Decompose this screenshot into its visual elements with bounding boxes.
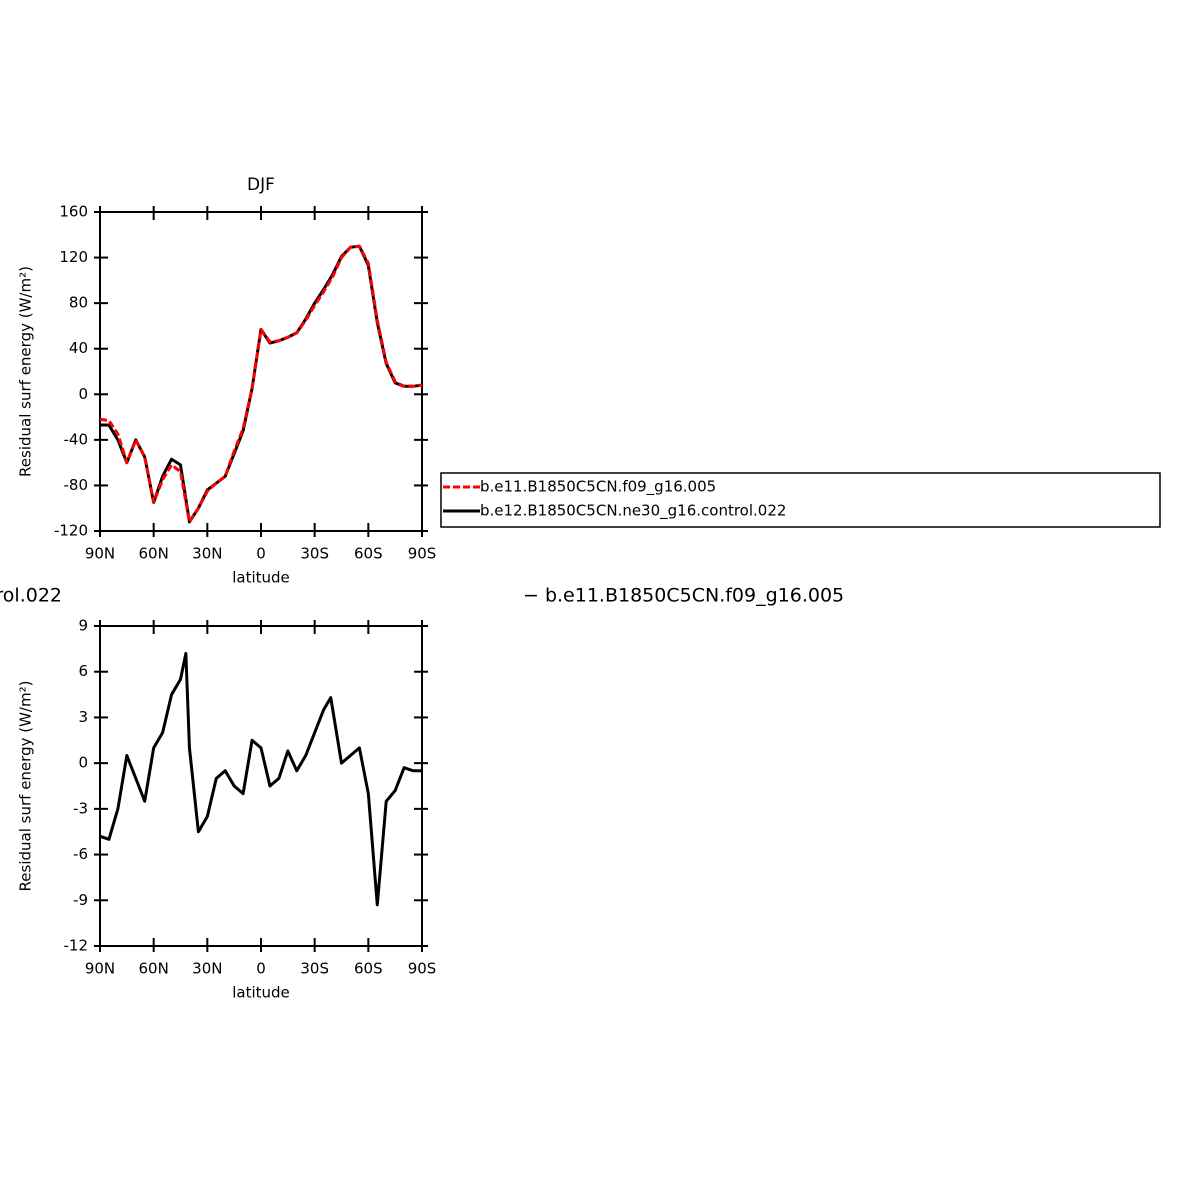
x-axis-label: latitude xyxy=(232,984,290,1002)
y-tick-label: 120 xyxy=(59,248,88,266)
x-tick-label: 90S xyxy=(408,960,437,978)
chart-title: DJF xyxy=(247,175,275,195)
series-line xyxy=(99,244,423,524)
y-tick-label: 0 xyxy=(78,754,88,772)
series-line xyxy=(99,651,422,907)
y-tick-label: -80 xyxy=(64,476,89,494)
x-tick-label: 0 xyxy=(256,545,266,563)
x-tick-label: 0 xyxy=(256,960,266,978)
y-tick-label: 6 xyxy=(78,662,88,680)
x-tick-label: 30S xyxy=(300,545,329,563)
y-tick-label: 3 xyxy=(78,708,88,726)
legend-label: b.e11.B1850C5CN.f09_g16.005 xyxy=(480,478,716,497)
y-tick-label: 80 xyxy=(69,294,88,312)
y-tick-label: -6 xyxy=(73,845,88,863)
chart-title: b.e12.B1850C5CN.ne30_g16.control.022 xyxy=(0,585,62,607)
y-tick-label: -12 xyxy=(64,937,89,955)
x-tick-label: 60N xyxy=(139,545,169,563)
x-tick-label: 60N xyxy=(139,960,169,978)
legend-label: b.e12.B1850C5CN.ne30_g16.control.022 xyxy=(480,502,786,521)
y-tick-label: -120 xyxy=(54,522,88,540)
legend-box xyxy=(440,472,1161,528)
chart-title-right: − b.e11.B1850C5CN.f09_g16.005 xyxy=(523,585,844,607)
x-tick-label: 30S xyxy=(300,960,329,978)
y-tick-label: 0 xyxy=(78,385,88,403)
x-tick-label: 30N xyxy=(192,545,222,563)
x-tick-label: 90N xyxy=(85,960,115,978)
x-axis-label: latitude xyxy=(232,569,290,587)
y-tick-label: 160 xyxy=(59,203,88,221)
y-tick-label: -40 xyxy=(64,430,89,448)
x-tick-label: 90N xyxy=(85,545,115,563)
y-axis-label: Residual surf energy (W/m²) xyxy=(17,266,35,477)
y-tick-label: -3 xyxy=(73,799,88,817)
x-tick-label: 60S xyxy=(354,545,383,563)
plot-frame xyxy=(99,211,423,532)
y-tick-label: -9 xyxy=(73,891,88,909)
x-tick-label: 60S xyxy=(354,960,383,978)
y-tick-label: 40 xyxy=(69,339,88,357)
y-tick-label: 9 xyxy=(78,617,88,635)
x-tick-label: 30N xyxy=(192,960,222,978)
x-tick-label: 90S xyxy=(408,545,437,563)
y-axis-label: Residual surf energy (W/m²) xyxy=(17,681,35,892)
